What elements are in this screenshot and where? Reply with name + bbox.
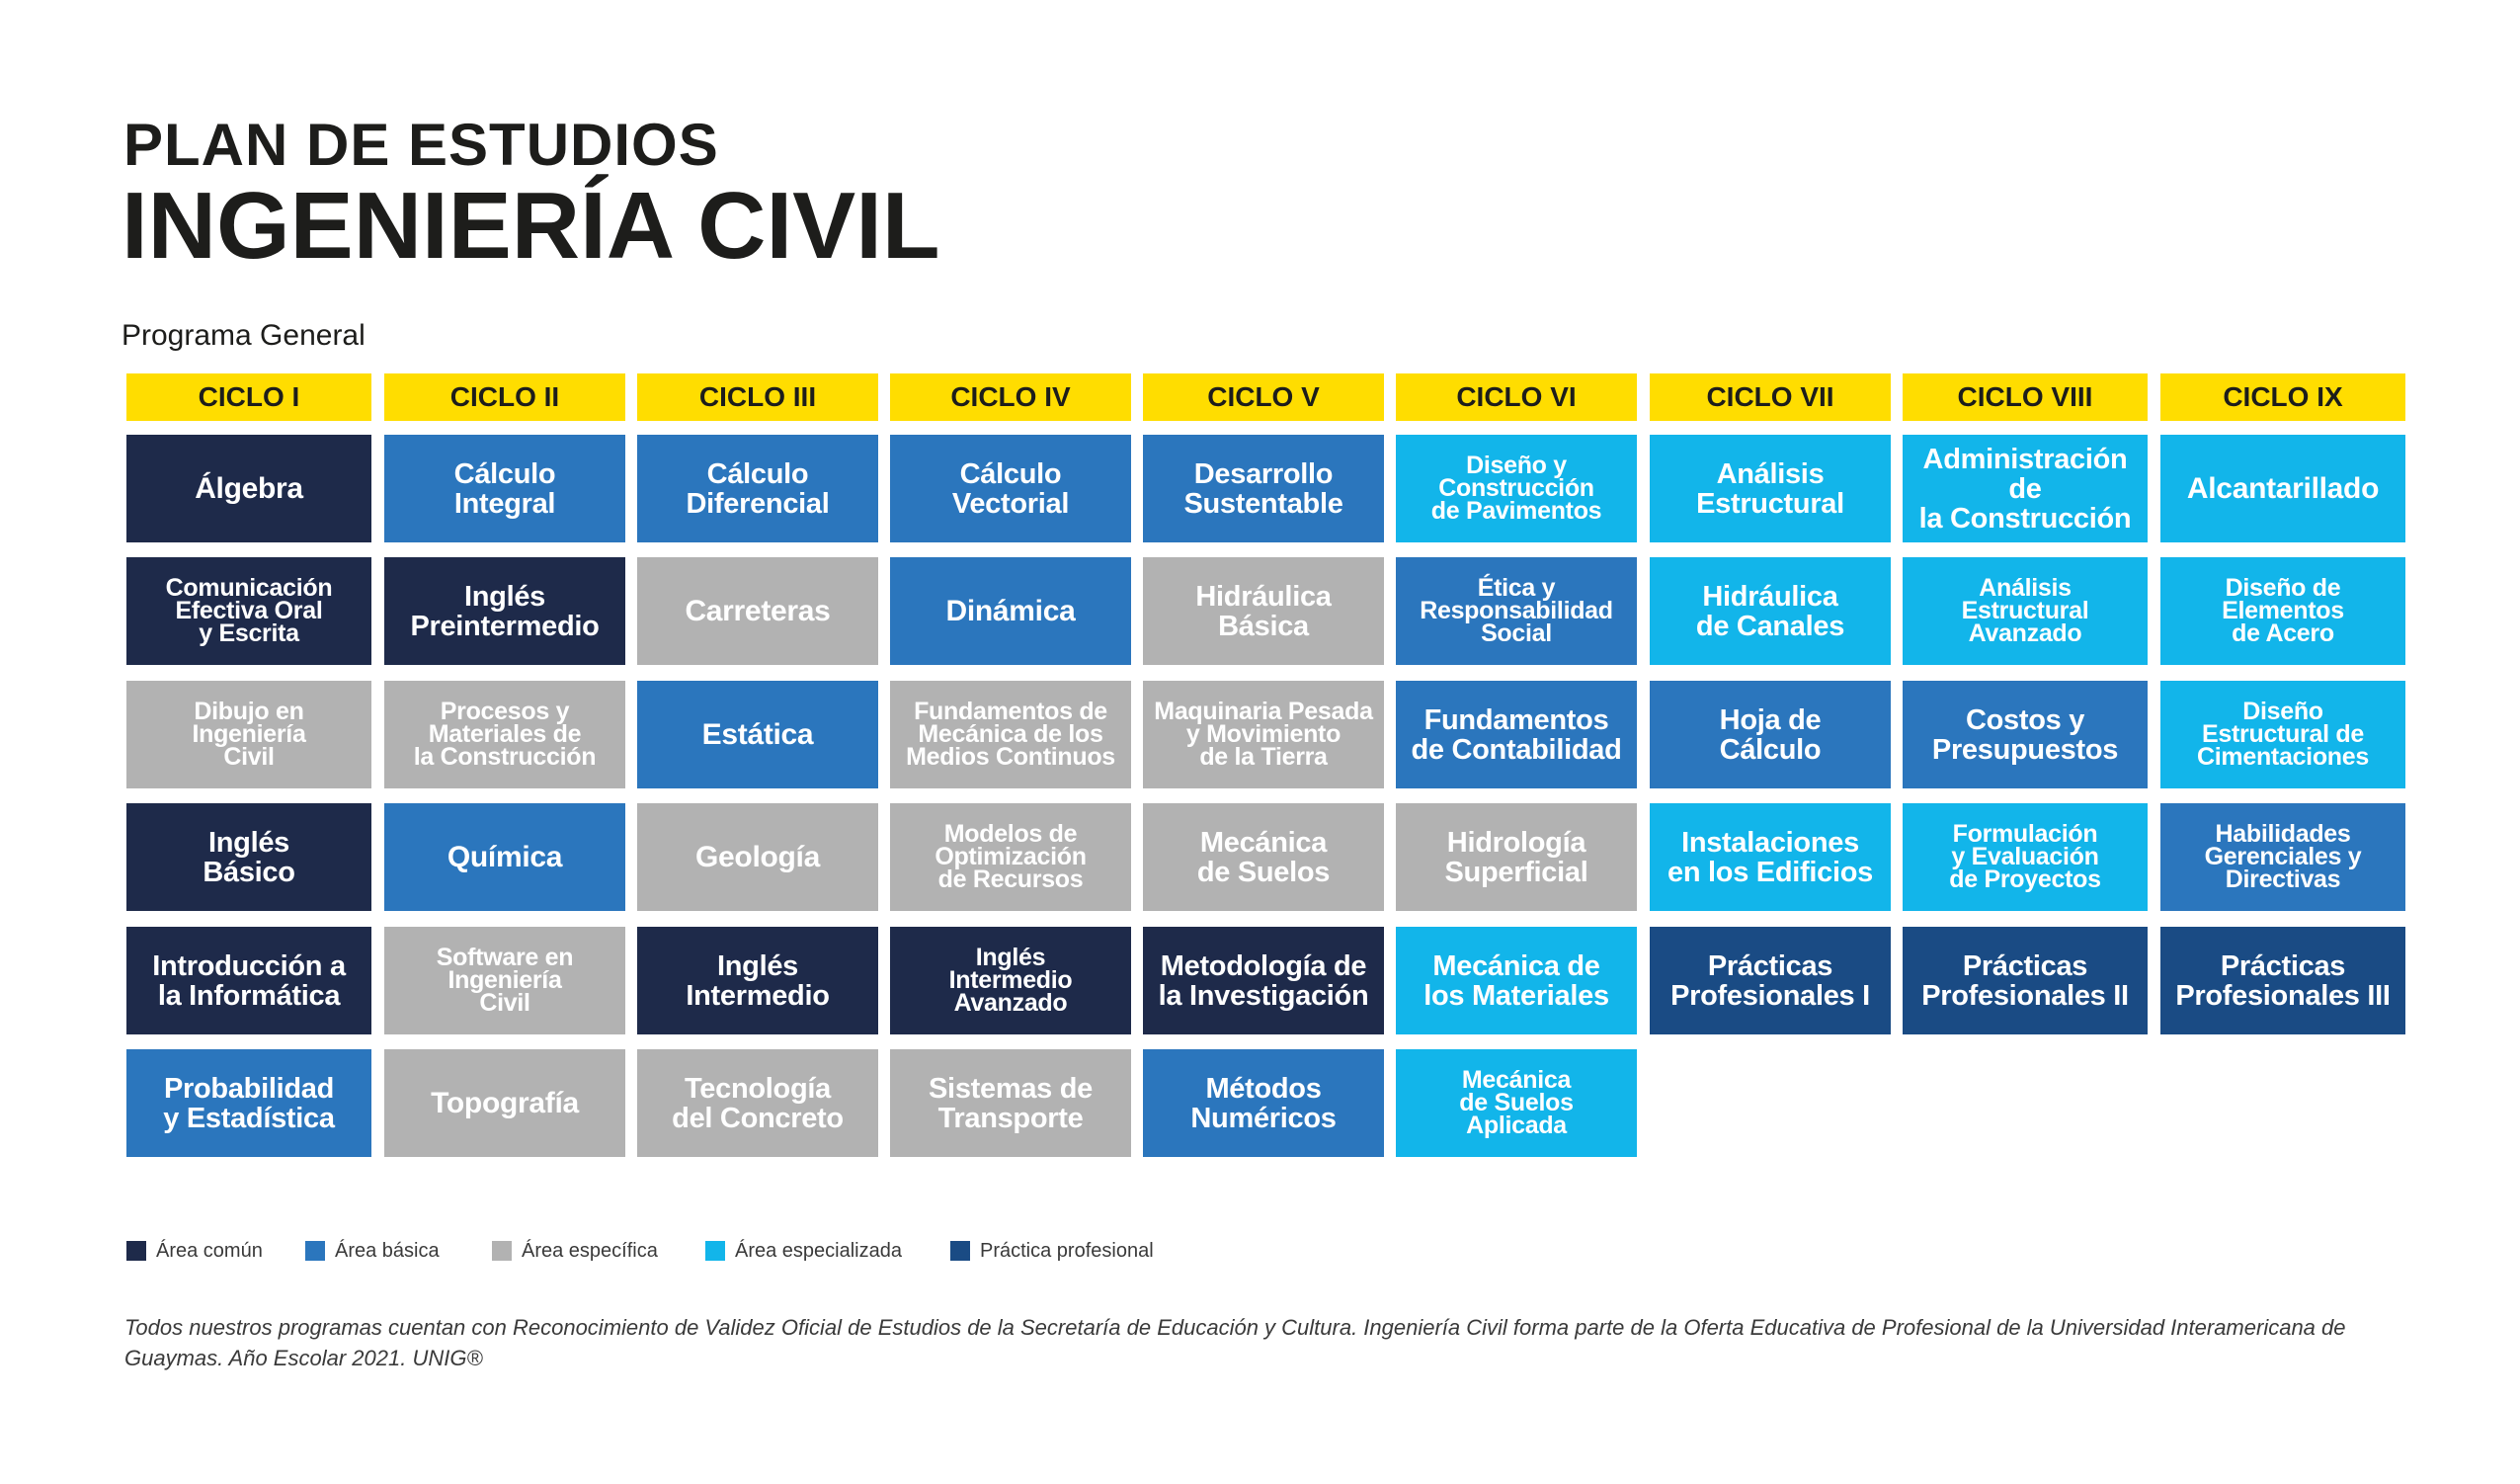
course-cell: Software en Ingeniería Civil — [384, 927, 625, 1034]
legend-swatch — [492, 1241, 512, 1261]
course-cell: Inglés Intermedio Avanzado — [890, 927, 1131, 1034]
legend-label: Área especializada — [735, 1239, 902, 1262]
course-cell: Metodología de la Investigación — [1143, 927, 1384, 1034]
legend-label: Práctica profesional — [980, 1239, 1154, 1262]
course-cell: Administración de la Construcción — [1903, 435, 2148, 542]
cycle-header: CICLO IV — [890, 373, 1131, 421]
legend-swatch — [126, 1241, 146, 1261]
course-cell: Maquinaria Pesada y Movimiento de la Tie… — [1143, 681, 1384, 788]
course-cell: Diseño y Construcción de Pavimentos — [1396, 435, 1637, 542]
course-cell: Diseño de Elementos de Acero — [2160, 557, 2405, 665]
course-cell: Modelos de Optimización de Recursos — [890, 803, 1131, 911]
course-cell: Prácticas Profesionales I — [1650, 927, 1891, 1034]
course-cell: Inglés Preintermedio — [384, 557, 625, 665]
cycle-header: CICLO III — [637, 373, 878, 421]
course-cell: Análisis Estructural Avanzado — [1903, 557, 2148, 665]
cycle-header: CICLO VII — [1650, 373, 1891, 421]
course-cell: Cálculo Integral — [384, 435, 625, 542]
course-cell: Tecnología del Concreto — [637, 1049, 878, 1157]
course-cell: Cálculo Diferencial — [637, 435, 878, 542]
legend-swatch — [705, 1241, 725, 1261]
course-cell: Geología — [637, 803, 878, 911]
legend-item: Área básica — [305, 1238, 440, 1264]
cycle-header: CICLO I — [126, 373, 371, 421]
course-cell: Desarrollo Sustentable — [1143, 435, 1384, 542]
course-cell: Inglés Básico — [126, 803, 371, 911]
course-cell: Mecánica de Suelos Aplicada — [1396, 1049, 1637, 1157]
legend-label: Área específica — [522, 1239, 658, 1262]
course-cell: Hoja de Cálculo — [1650, 681, 1891, 788]
course-cell: Fundamentos de Contabilidad — [1396, 681, 1637, 788]
course-cell: Cálculo Vectorial — [890, 435, 1131, 542]
course-cell: Carreteras — [637, 557, 878, 665]
course-cell: Química — [384, 803, 625, 911]
page-title: INGENIERÍA CIVIL — [122, 173, 940, 279]
course-cell: Mecánica de los Materiales — [1396, 927, 1637, 1034]
course-cell: Inglés Intermedio — [637, 927, 878, 1034]
course-cell: Prácticas Profesionales II — [1903, 927, 2148, 1034]
legend-item: Área específica — [492, 1238, 658, 1264]
course-cell: Formulación y Evaluación de Proyectos — [1903, 803, 2148, 911]
course-cell: Alcantarillado — [2160, 435, 2405, 542]
course-cell: Habilidades Gerenciales y Directivas — [2160, 803, 2405, 911]
legend-item: Área común — [126, 1238, 263, 1264]
cycle-header: CICLO II — [384, 373, 625, 421]
page-subtitle: PLAN DE ESTUDIOS — [123, 112, 719, 178]
course-cell: Sistemas de Transporte — [890, 1049, 1131, 1157]
cycle-header: CICLO VI — [1396, 373, 1637, 421]
course-cell: Prácticas Profesionales III — [2160, 927, 2405, 1034]
course-cell: Métodos Numéricos — [1143, 1049, 1384, 1157]
course-cell: Mecánica de Suelos — [1143, 803, 1384, 911]
cycle-header: CICLO VIII — [1903, 373, 2148, 421]
legend-swatch — [950, 1241, 970, 1261]
legend-item: Área especializada — [705, 1238, 902, 1264]
course-cell: Dinámica — [890, 557, 1131, 665]
course-cell: Hidráulica Básica — [1143, 557, 1384, 665]
course-cell: Hidráulica de Canales — [1650, 557, 1891, 665]
course-cell: Dibujo en Ingeniería Civil — [126, 681, 371, 788]
course-cell: Análisis Estructural — [1650, 435, 1891, 542]
course-cell: Instalaciones en los Edificios — [1650, 803, 1891, 911]
course-cell: Hidrología Superficial — [1396, 803, 1637, 911]
program-label: Programa General — [122, 319, 366, 352]
legend-swatch — [305, 1241, 325, 1261]
legend-label: Área básica — [335, 1239, 440, 1262]
footnote: Todos nuestros programas cuentan con Rec… — [124, 1315, 2346, 1370]
cycle-header: CICLO V — [1143, 373, 1384, 421]
course-cell: Probabilidad y Estadística — [126, 1049, 371, 1157]
course-cell: Introducción a la Informática — [126, 927, 371, 1034]
course-cell: Costos y Presupuestos — [1903, 681, 2148, 788]
course-cell: Diseño Estructural de Cimentaciones — [2160, 681, 2405, 788]
legend-label: Área común — [156, 1239, 263, 1262]
course-cell: Ética y Responsabilidad Social — [1396, 557, 1637, 665]
course-cell: Estática — [637, 681, 878, 788]
course-cell: Topografía — [384, 1049, 625, 1157]
course-cell: Álgebra — [126, 435, 371, 542]
course-cell: Comunicación Efectiva Oral y Escrita — [126, 557, 371, 665]
course-cell: Fundamentos de Mecánica de los Medios Co… — [890, 681, 1131, 788]
cycle-header: CICLO IX — [2160, 373, 2405, 421]
legend-item: Práctica profesional — [950, 1238, 1154, 1264]
course-cell: Procesos y Materiales de la Construcción — [384, 681, 625, 788]
